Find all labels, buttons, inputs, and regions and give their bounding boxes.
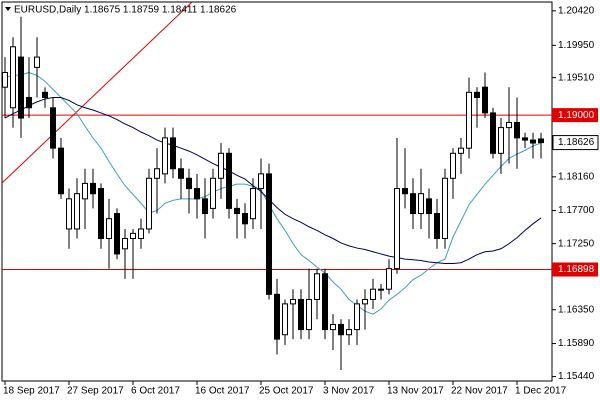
candle-body (122, 238, 128, 250)
candle-body (250, 188, 256, 220)
candle-body (466, 91, 472, 149)
candle-body (66, 198, 72, 230)
candle-body (530, 139, 536, 144)
candle-body (322, 273, 328, 331)
candle-body (426, 198, 432, 215)
candle-body (482, 86, 488, 114)
candle-body (370, 288, 376, 300)
current-price-label: 1.18626 (558, 137, 595, 148)
y-tick-label: 1.15440 (558, 371, 595, 382)
candle-body (346, 329, 352, 336)
candle-body (442, 177, 448, 240)
candle-body (538, 138, 544, 144)
candle-body (82, 182, 88, 200)
candle-body (50, 107, 56, 149)
candle-body (226, 152, 232, 209)
candle-body (10, 46, 16, 109)
candle-body (298, 298, 304, 331)
level-label: 1.19000 (558, 110, 595, 121)
candle-body (290, 298, 296, 305)
moving-average (4, 96, 542, 264)
candle-body (506, 121, 512, 129)
y-tick-label: 1.16350 (558, 304, 595, 315)
candle-body (202, 198, 208, 215)
candle-body (74, 193, 80, 230)
candle-body (386, 268, 392, 290)
candle-body (378, 288, 384, 291)
candle-body (90, 182, 96, 195)
y-tick-label: 1.19510 (558, 72, 595, 83)
level-label: 1.16898 (558, 264, 595, 275)
candle-body (162, 137, 168, 175)
candle-body (522, 137, 528, 141)
candle-body (138, 228, 144, 240)
x-tick-label: 27 Sep 2017 (67, 386, 124, 397)
candle-body (434, 213, 440, 240)
symbol-icon (5, 7, 11, 11)
candle-body (490, 112, 496, 154)
candle-body (2, 72, 8, 88)
current-price-box (552, 135, 599, 151)
candle-body (234, 207, 240, 215)
candle-body (394, 188, 400, 270)
candle-body (178, 168, 184, 179)
level-label-box (552, 262, 598, 277)
candle-body (274, 293, 280, 340)
candle-body (242, 213, 248, 225)
y-tick-label: 1.20420 (558, 5, 595, 16)
candle-body (474, 91, 480, 98)
x-tick-label: 1 Dec 2017 (515, 386, 567, 397)
candle-body (410, 193, 416, 215)
candle-body (146, 177, 152, 230)
candle-body (218, 152, 224, 179)
candle-body (210, 177, 216, 209)
x-tick-label: 13 Nov 2017 (387, 386, 444, 397)
candle-body (354, 303, 360, 331)
candle-body (186, 177, 192, 190)
y-tick-label: 1.15890 (558, 338, 595, 349)
candle-body (282, 303, 288, 336)
candle-body (130, 232, 136, 240)
candle-body (98, 188, 104, 240)
y-tick-label: 1.17250 (558, 238, 595, 249)
candle-body (106, 218, 112, 240)
y-tick-label: 1.18160 (558, 171, 595, 182)
candle-body (42, 91, 48, 98)
candle-body (458, 147, 464, 154)
trend-line (1, 1, 193, 184)
candle-body (194, 188, 200, 200)
y-tick-label: 1.17700 (558, 205, 595, 216)
x-tick-label: 6 Oct 2017 (131, 386, 180, 397)
candle-body (258, 173, 264, 190)
candle-body (362, 298, 368, 305)
candle-body (450, 152, 456, 179)
level-label-box (552, 108, 598, 123)
candle-body (314, 273, 320, 300)
candle-body (338, 323, 344, 336)
x-tick-label: 22 Nov 2017 (451, 386, 508, 397)
candle-body (306, 298, 312, 331)
candle-body (266, 173, 272, 295)
x-tick-label: 16 Oct 2017 (195, 386, 250, 397)
chart-title: EURUSD,Daily 1.18675 1.18759 1.18411 1.1… (14, 5, 237, 16)
x-tick-label: 18 Sep 2017 (3, 386, 60, 397)
candle-body (498, 127, 504, 154)
candle-body (154, 168, 160, 179)
candle-body (58, 147, 64, 195)
candle-body (34, 56, 40, 68)
candle-body (330, 323, 336, 331)
x-tick-label: 3 Nov 2017 (323, 386, 375, 397)
moving-average (4, 71, 542, 315)
candle-body (114, 213, 120, 255)
candle-body (514, 121, 520, 139)
x-tick-label: 25 Oct 2017 (259, 386, 314, 397)
candle-body (170, 137, 176, 170)
candle-body (418, 193, 424, 215)
y-tick-label: 1.19950 (558, 40, 595, 51)
candle-body (402, 188, 408, 195)
candle-body (26, 96, 32, 109)
candle-body (18, 56, 24, 119)
